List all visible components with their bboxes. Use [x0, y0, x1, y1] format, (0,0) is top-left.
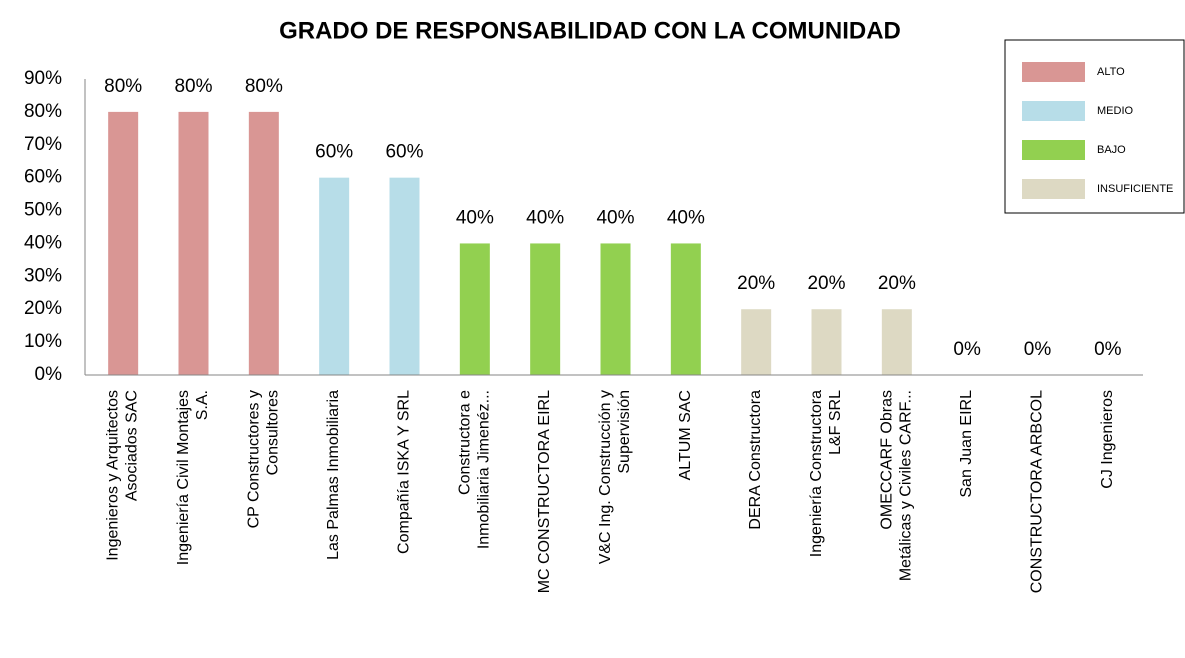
x-tick-label: CJ Ingenieros	[1099, 390, 1116, 489]
x-tick-label: Ingeniería Constructora L&F SRL	[808, 390, 844, 557]
y-tick-label: 90%	[24, 68, 62, 89]
x-tick-label: Ingeniería Civil Montajes S.A.	[175, 390, 211, 565]
data-label: 20%	[737, 273, 775, 294]
bar	[459, 243, 490, 375]
x-tick-label: DERA Constructora	[747, 390, 764, 530]
data-label: 20%	[878, 273, 916, 294]
data-label: 40%	[526, 207, 564, 228]
bar	[530, 243, 561, 375]
data-label: 40%	[667, 207, 705, 228]
legend-swatch	[1022, 101, 1085, 121]
data-label: 40%	[596, 207, 634, 228]
data-label: 60%	[385, 142, 423, 163]
data-label: 0%	[953, 339, 981, 360]
x-tick-label: ALTUM SAC	[677, 390, 694, 480]
legend-swatch	[1022, 140, 1085, 160]
data-label: 0%	[1094, 339, 1122, 360]
legend-label: INSUFICIENTE	[1097, 183, 1173, 195]
chart-title: GRADO DE RESPONSABILIDAD CON LA COMUNIDA…	[279, 17, 901, 44]
x-tick-label: CP Constructores y Consultores	[246, 390, 282, 528]
y-tick-label: 80%	[24, 101, 62, 122]
data-label: 80%	[245, 76, 283, 97]
bar	[108, 111, 139, 375]
x-tick-label: Compañía ISKA Y SRL	[396, 390, 413, 554]
legend-swatch	[1022, 62, 1085, 82]
y-tick-label: 50%	[24, 200, 62, 221]
bar	[881, 309, 912, 375]
legend-label: BAJO	[1097, 144, 1126, 156]
x-tick-label: Las Palmas Inmobiliaria	[325, 390, 342, 560]
legend-label: ALTO	[1097, 66, 1125, 78]
y-tick-label: 20%	[24, 298, 62, 319]
x-tick-label: OMECCARF Obras Metálicas y Civiles CARF..…	[879, 390, 915, 581]
data-label: 40%	[456, 207, 494, 228]
x-tick-label: CONSTRUCTORA ARBCOL	[1029, 390, 1046, 593]
data-label: 80%	[104, 76, 142, 97]
x-tick-label: Constructora e Inmobiliaria Jimenéz...	[457, 390, 493, 549]
bar	[811, 309, 842, 375]
bar	[178, 111, 209, 375]
legend-swatch	[1022, 179, 1085, 199]
y-tick-label: 30%	[24, 265, 62, 286]
y-tick-label: 70%	[24, 134, 62, 155]
data-label: 60%	[315, 142, 353, 163]
bar	[670, 243, 701, 375]
y-tick-label: 40%	[24, 232, 62, 253]
bar	[600, 243, 631, 375]
bar	[248, 111, 279, 375]
data-label: 0%	[1024, 339, 1052, 360]
legend-label: MEDIO	[1097, 105, 1134, 117]
x-tick-label: MC CONSTRUCTORA EIRL	[536, 390, 553, 593]
bar	[319, 177, 350, 375]
y-tick-label: 0%	[35, 364, 63, 385]
x-tick-label: Ingenieros y Arquitectos Asociados SAC	[105, 390, 141, 561]
x-tick-label: San Juan EIRL	[958, 390, 975, 498]
bar	[741, 309, 772, 375]
data-label: 80%	[174, 76, 212, 97]
bar	[389, 177, 420, 375]
data-label: 20%	[807, 273, 845, 294]
y-tick-label: 60%	[24, 167, 62, 188]
x-tick-label: V&C Ing. Construcción y Supervisión	[597, 390, 633, 564]
y-tick-label: 10%	[24, 331, 62, 352]
